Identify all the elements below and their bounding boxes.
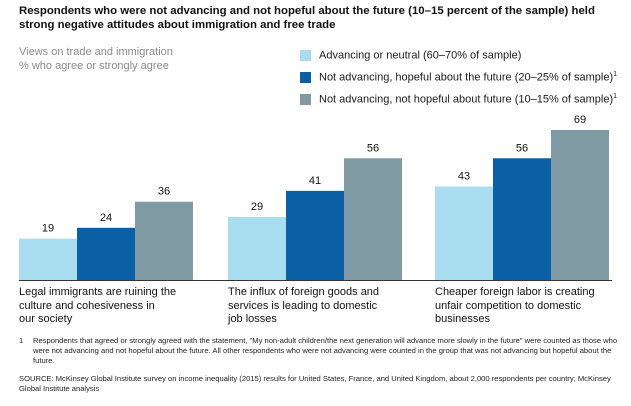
chart-unit-label: % who agree or strongly agree [19,60,169,72]
bar-not-advancing-hopeful-cat1 [77,227,135,280]
category-label-line: job losses [228,313,277,325]
category-label-immigrants: Legal immigrants are ruining the culture… [19,286,176,327]
bar-advancing-cat2 [228,216,286,280]
category-label-foreign-labor: Cheaper foreign labor is creating unfair… [435,286,595,327]
category-label-line: Cheaper foreign labor is creating [435,286,595,298]
data-label-not-advancing-hopeful-cat2: 41 [309,175,321,187]
category-label-line: culture and cohesiveness in [19,299,155,312]
legend-swatch [300,49,311,61]
data-label-not-advancing-not-hopeful-cat1: 36 [158,186,170,198]
category-label-line: businesses [435,313,491,325]
data-label-not-advancing-not-hopeful-cat2: 56 [367,142,379,154]
bar-advancing-cat1 [19,238,77,280]
category-label-foreign-goods: The influx of foreign goods and services… [228,286,379,327]
legend: Advancing or neutral (60–70% of sample) … [300,44,617,110]
legend-swatch [300,93,311,105]
bar-not-advancing-hopeful-cat3 [493,158,551,280]
source-note: SOURCE: McKinsey Global Institute survey… [19,374,611,393]
category-label-line: The influx of foreign goods and [228,286,380,298]
data-label-advancing-cat1: 19 [42,223,54,235]
chart-subtitle: Views on trade and immigration [19,46,173,58]
legend-label: Not advancing, not hopeful about future … [319,93,614,106]
data-label-not-advancing-hopeful-cat3: 56 [516,142,528,154]
category-label-line: unfair competition to domestic [435,299,582,312]
category-label-line: services is leading to domestic [228,299,378,312]
data-label-not-advancing-not-hopeful-cat3: 69 [574,114,586,126]
category-label-line: our society [19,313,73,325]
chart-title: Respondents who were not advancing and n… [19,5,595,31]
legend-footnote-mark: 1 [613,70,618,78]
legend-swatch [300,71,311,83]
bar-not-advancing-not-hopeful-cat3 [551,130,609,280]
legend-item-not-advancing-not-hopeful: Not advancing, not hopeful about future … [300,88,617,110]
legend-label: Advancing or neutral (60–70% of sample) [319,49,522,62]
footnote: 1 Respondents that agreed or strongly ag… [19,336,619,366]
legend-footnote-mark: 1 [613,92,618,100]
footnote-number: 1 [19,336,24,345]
data-label-advancing-cat2: 29 [251,201,263,213]
bar-chart: 19 24 36 29 41 56 43 56 69 [19,114,612,281]
category-label-line: Legal immigrants are ruining the [19,286,177,298]
bar-not-advancing-not-hopeful-cat2 [344,158,402,280]
bar-not-advancing-hopeful-cat2 [286,190,344,280]
legend-item-advancing: Advancing or neutral (60–70% of sample) [300,44,617,66]
data-label-not-advancing-hopeful-cat1: 24 [100,212,112,224]
legend-item-not-advancing-hopeful: Not advancing, hopeful about the future … [300,66,617,88]
bar-advancing-cat3 [435,186,493,280]
legend-label: Not advancing, hopeful about the future … [319,71,614,84]
data-label-advancing-cat3: 43 [458,171,470,183]
footnote-text: Respondents that agreed or strongly agre… [33,336,618,365]
bar-not-advancing-not-hopeful-cat1 [135,201,193,280]
